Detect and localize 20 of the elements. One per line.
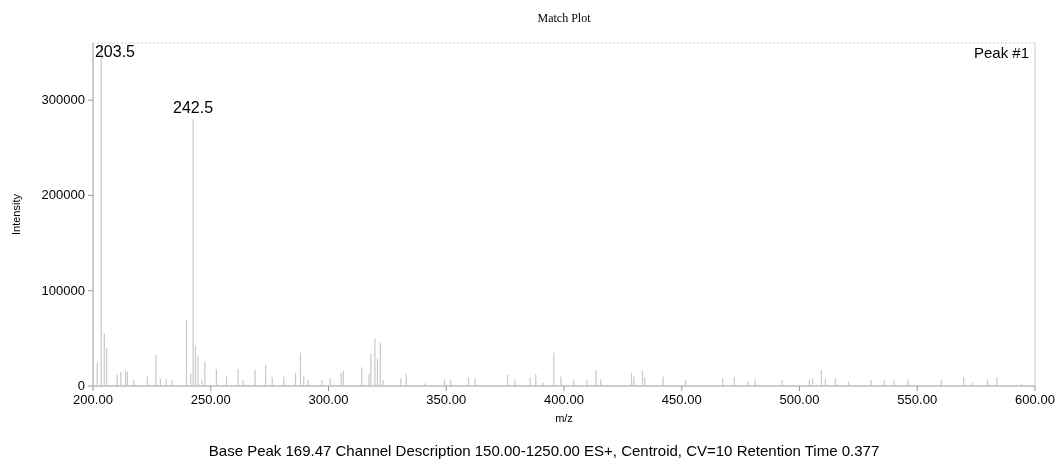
x-tick-label: 200.00 (73, 392, 113, 407)
y-tick-label: 100000 (41, 282, 85, 298)
x-tick-label: 400.00 (544, 392, 584, 407)
x-tick-label: 250.00 (190, 392, 231, 407)
y-tick-label: 200000 (41, 187, 85, 203)
y-tick-label: 0 (77, 378, 85, 393)
text: Base Peak 169.47 Channel Description 150.00-1250.00 ES+, Centroid, CV=10 Retention Time 0.377 (208, 442, 880, 459)
x-tick-label: 450.00 (661, 392, 702, 407)
x-tick-label: 300.00 (308, 392, 349, 407)
x-tick-label: 600.00 (1015, 392, 1055, 407)
y-tick-label: 300000 (41, 92, 85, 108)
y-axis-title: Intensity (10, 193, 22, 235)
x-tick-label: 500.00 (779, 392, 820, 407)
annotation: 203.5 (94, 43, 136, 60)
chart-title: Match Plot (537, 11, 592, 25)
x-axis-title: m/z (555, 412, 573, 424)
x-tick-label: 350.00 (426, 392, 467, 407)
annotation: 242.5 (173, 99, 214, 117)
annotation: Peak #1 (973, 44, 1029, 61)
x-tick-label: 550.00 (897, 392, 938, 407)
